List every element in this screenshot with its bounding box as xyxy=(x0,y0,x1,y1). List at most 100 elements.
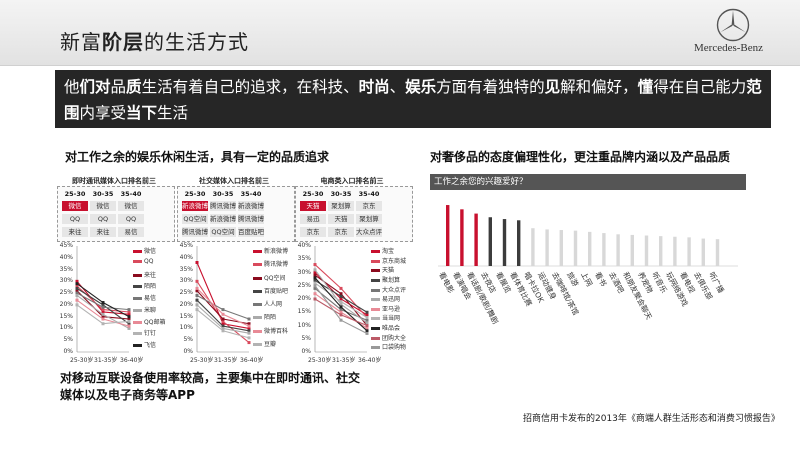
data-point xyxy=(101,317,105,321)
data-point xyxy=(195,303,199,307)
rank-table-cell: 易信 xyxy=(118,227,144,237)
data-point xyxy=(101,301,105,305)
y-tick-label: 0% xyxy=(63,348,73,355)
y-tick-label: 15% xyxy=(59,312,73,320)
data-point xyxy=(365,324,369,327)
data-point xyxy=(339,313,343,317)
data-point xyxy=(101,303,105,307)
y-tick-label: 40% xyxy=(297,242,311,249)
legend-entry: 易信 xyxy=(133,293,156,302)
legend-label: 当当网 xyxy=(382,315,401,323)
y-tick-label: 25% xyxy=(179,289,193,297)
rank-table-cell: 新浪微博 xyxy=(182,201,208,211)
legend-label: 唯品会 xyxy=(382,325,401,333)
bar-plot xyxy=(438,205,738,267)
data-point xyxy=(195,298,199,302)
x-tick-label: 31-35岁 xyxy=(332,357,356,364)
y-tick-label: 5% xyxy=(63,336,73,344)
rank-table-cell: 来往 xyxy=(62,227,88,237)
mini-chart-ecommerce: 电商类入口排名前三 25-30 30-35 35-40 天猫 聚划算 京东 易迅 天猫 聚划算 京东… xyxy=(293,176,413,366)
data-point xyxy=(313,268,317,272)
mini-chart-social: 社交媒体入口排名前三 25-30 30-35 35-40 新浪微博 腾讯微博 新浪微博 QQ空… xyxy=(175,176,295,366)
bar xyxy=(588,231,592,266)
data-point xyxy=(75,303,79,307)
mini-plot xyxy=(313,246,369,353)
legend-swatch xyxy=(133,250,142,253)
data-point xyxy=(365,313,369,317)
legend-entry: 人人网 xyxy=(253,299,282,308)
legend-label: 团购大全 xyxy=(382,334,407,342)
brand-name: Mercedes-Benz xyxy=(694,42,764,54)
data-point xyxy=(365,321,369,325)
data-point xyxy=(195,286,199,290)
data-point xyxy=(365,329,369,333)
mini-chart-title: 社交媒体入口排名前三 xyxy=(199,177,269,185)
legend-entry: 亚马逊 xyxy=(371,304,400,313)
rank-table-cell: 微信 xyxy=(118,201,144,211)
rank-table-cell: 天猫 xyxy=(300,201,326,211)
legend-entry: 米聊 xyxy=(133,305,156,314)
legend-entry: 易迅网 xyxy=(371,294,400,303)
y-tick-label: 35% xyxy=(59,265,73,273)
y-tick-label: 0% xyxy=(301,348,311,355)
legend-entry: 淘宝 xyxy=(371,246,394,255)
left-footnote: 对移动互联设备使用率较高，主要集中在即时通讯、社交媒体以及电子商务等APP xyxy=(60,371,361,402)
y-tick-label: 35% xyxy=(297,255,311,263)
data-point xyxy=(221,317,225,321)
data-point xyxy=(195,293,199,297)
rank-table-cell: 微信 xyxy=(90,201,116,211)
x-tick-label: 31-35岁 xyxy=(214,357,238,364)
y-tick-label: 5% xyxy=(183,336,193,344)
data-point xyxy=(247,336,251,340)
rank-table-cell: 京东 xyxy=(356,201,382,211)
legend-entry: QQ空间 xyxy=(253,273,285,282)
bar xyxy=(545,229,549,266)
legend-label: 人人网 xyxy=(264,301,283,308)
bar xyxy=(644,235,649,266)
data-point xyxy=(247,341,251,345)
legend-entry: 口袋购物 xyxy=(371,342,406,351)
y-tick-label: 30% xyxy=(297,268,311,276)
legend-swatch xyxy=(253,342,262,346)
legend-label: 微信 xyxy=(144,248,157,255)
legend-entry: 陌陌 xyxy=(253,312,276,321)
data-point xyxy=(365,316,369,320)
rank-table-header: 30-35 xyxy=(212,190,234,198)
data-point xyxy=(339,286,343,290)
legend-label: 微博百科 xyxy=(264,327,289,335)
data-point xyxy=(75,291,79,295)
data-point xyxy=(221,312,225,316)
legend-entry: 钉钉 xyxy=(133,328,156,337)
legend-entry: 京东商城 xyxy=(371,256,406,265)
legend-label: 易信 xyxy=(144,295,157,303)
y-tick-label: 30% xyxy=(59,277,73,285)
header-bar: 新富阶层的生活方式 Mercedes-Benz xyxy=(0,0,800,66)
rank-table-cell: QQ空间 xyxy=(210,227,236,237)
legend-swatch xyxy=(253,316,262,320)
x-tick-label: 25-30岁 xyxy=(308,357,332,364)
data-point xyxy=(101,310,105,314)
data-point xyxy=(313,286,317,290)
x-tick-label: 36-40岁 xyxy=(240,357,264,364)
bar-chart-title: 工作之余您的兴趣爱好？ xyxy=(430,174,746,190)
data-point xyxy=(75,284,79,288)
x-tick-label: 36-40岁 xyxy=(358,357,382,364)
rank-table-cell: 新浪微博 xyxy=(210,214,236,224)
data-point xyxy=(221,308,225,312)
data-point xyxy=(247,322,251,326)
bar xyxy=(531,228,535,266)
data-point xyxy=(221,324,225,328)
legend-swatch xyxy=(133,320,142,324)
rank-table-cell: QQ xyxy=(118,214,144,224)
legend-swatch xyxy=(253,263,262,267)
legend-swatch xyxy=(371,307,380,311)
y-tick-label: 10% xyxy=(297,321,311,329)
y-tick-label: 25% xyxy=(59,289,73,297)
rank-table-header: 30-35 xyxy=(330,190,352,198)
data-point xyxy=(221,322,225,326)
legend-label: 新浪微博 xyxy=(264,248,289,255)
source-note: 招商信用卡发布的2013年《商端人群生活形态和消费习惯报告》 xyxy=(523,414,780,424)
legend-label: 大众点评 xyxy=(382,286,407,294)
y-tick-label: 20% xyxy=(297,295,311,302)
rank-table-cell: QQ空间 xyxy=(182,214,208,224)
